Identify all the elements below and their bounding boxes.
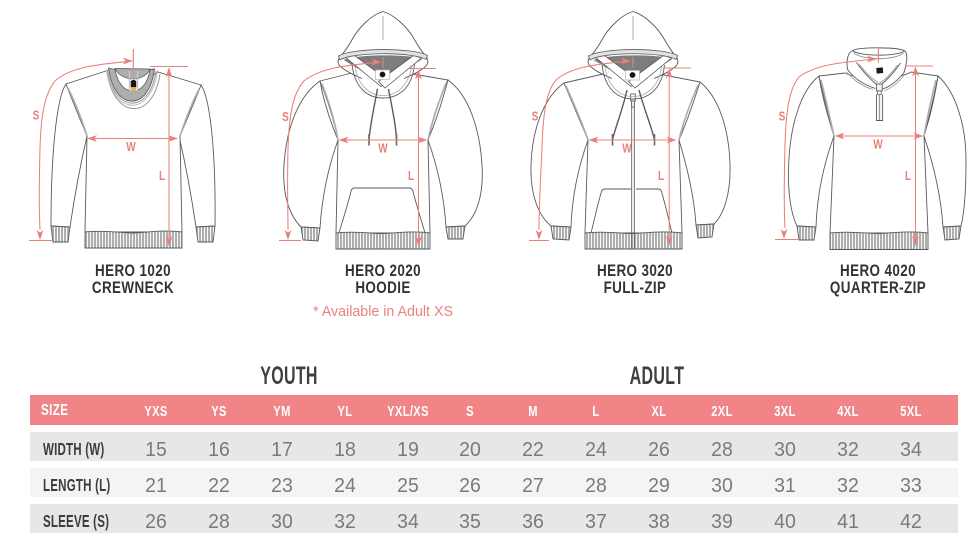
svg-text:L: L bbox=[658, 170, 664, 183]
svg-text:S: S bbox=[532, 111, 539, 124]
svg-text:L: L bbox=[408, 170, 414, 183]
svg-text:L: L bbox=[905, 170, 911, 183]
svg-text:W: W bbox=[378, 143, 388, 156]
svg-text:W: W bbox=[126, 141, 136, 154]
svg-text:S: S bbox=[33, 110, 40, 123]
svg-text:W: W bbox=[622, 143, 632, 156]
svg-text:S: S bbox=[779, 111, 786, 124]
svg-text:S: S bbox=[282, 111, 289, 124]
svg-text:W: W bbox=[873, 139, 883, 152]
svg-text:L: L bbox=[159, 170, 165, 183]
